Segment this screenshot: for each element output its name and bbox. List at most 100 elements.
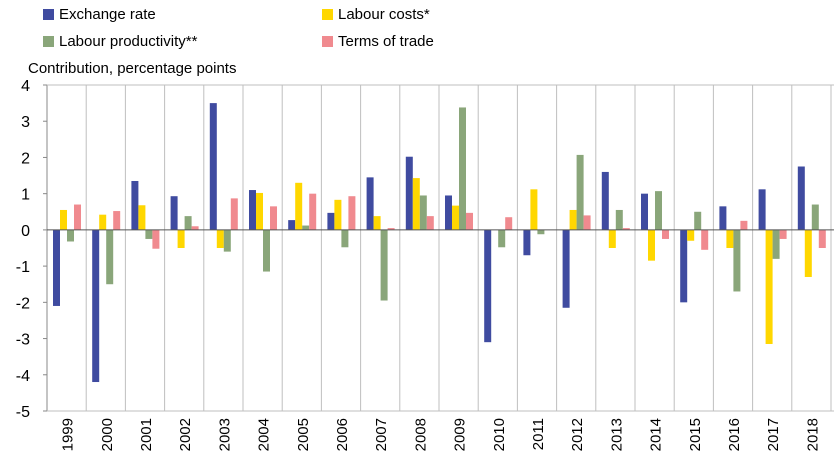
bar [92, 229, 100, 383]
bar [145, 229, 153, 239]
x-tick-label: 2006 [334, 418, 351, 451]
bar [249, 190, 256, 230]
bar [380, 229, 388, 301]
y-tick-label: -1 [16, 259, 30, 276]
bar [348, 196, 356, 230]
bar [106, 229, 114, 285]
x-tick-label: 2005 [295, 418, 312, 451]
bar [452, 205, 459, 230]
x-tick-label: 2012 [569, 418, 586, 451]
bar [740, 220, 748, 230]
x-tick-label: 2002 [177, 418, 194, 451]
y-tick-label: -3 [16, 332, 30, 349]
bar [184, 216, 192, 230]
x-tick-label: 2011 [530, 418, 547, 450]
y-tick-label: -5 [16, 404, 30, 421]
bar [288, 220, 296, 230]
chart-legend: Exchange rate Labour costs* Labour produ… [0, 0, 834, 60]
x-tick-label: 2015 [687, 418, 704, 451]
bar [804, 229, 812, 277]
bar [113, 211, 121, 230]
bar [576, 154, 584, 230]
bar [191, 226, 199, 230]
bar [270, 206, 277, 230]
bar [445, 195, 452, 230]
bar [295, 182, 303, 230]
x-tick-label: 2000 [99, 418, 116, 451]
bar [341, 229, 349, 248]
bar [505, 217, 513, 230]
x-tick-label: 2010 [491, 418, 508, 451]
bar [498, 229, 506, 248]
bar [405, 156, 413, 230]
bar [459, 107, 466, 230]
y-tick-label: -4 [16, 368, 30, 385]
legend-swatch-exchange-rate [43, 9, 54, 20]
bar [216, 229, 224, 248]
bar [569, 209, 577, 230]
bar [701, 229, 709, 250]
bar [170, 196, 178, 230]
y-tick-label: 2 [21, 150, 30, 167]
bar [138, 205, 146, 230]
bar [466, 212, 473, 230]
x-tick-label: 2013 [608, 418, 625, 451]
bar [223, 229, 231, 252]
bar [366, 177, 374, 230]
legend-label-labour-costs: Labour costs* [338, 6, 430, 23]
legend-item-labour-costs: Labour costs* [322, 6, 430, 23]
x-tick-label: 2014 [648, 418, 665, 451]
bar [733, 229, 741, 292]
bar [726, 229, 734, 248]
bar [60, 209, 67, 230]
x-tick-label: 2009 [452, 418, 469, 451]
bar [209, 103, 217, 230]
bar [334, 199, 342, 230]
bar [412, 178, 420, 230]
bar [818, 229, 826, 248]
bar [765, 229, 773, 344]
bar [622, 228, 630, 230]
bar [152, 229, 160, 249]
x-tick-label: 1999 [60, 418, 77, 451]
y-tick-label: 1 [21, 187, 30, 204]
bar [583, 215, 591, 230]
y-tick-label: -2 [16, 295, 30, 312]
y-tick-label: 0 [21, 223, 30, 240]
bar [419, 195, 427, 230]
bar [263, 229, 270, 272]
bar [719, 206, 727, 230]
bar [177, 229, 185, 248]
legend-swatch-labour-productivity [43, 36, 54, 47]
legend-swatch-labour-costs [322, 9, 333, 20]
bar [608, 229, 616, 248]
bar [641, 193, 648, 230]
legend-label-labour-productivity: Labour productivity** [59, 33, 198, 50]
bar [131, 180, 139, 230]
bar [758, 189, 766, 230]
y-axis-label: Contribution, percentage points [28, 60, 237, 77]
bar [772, 229, 780, 259]
bar [811, 204, 819, 230]
bar [484, 229, 492, 343]
x-tick-label: 2017 [765, 418, 782, 451]
bar [655, 191, 662, 230]
bar [53, 229, 60, 306]
bar [694, 211, 702, 230]
x-tick-label: 2008 [412, 418, 429, 451]
x-tick-label: 2001 [138, 418, 155, 451]
x-tick-label: 2004 [256, 418, 273, 451]
bar [302, 225, 310, 230]
bar [523, 229, 531, 256]
x-tick-label: 2007 [373, 418, 390, 451]
bar [373, 216, 381, 230]
x-tick-label: 2003 [216, 418, 233, 451]
bar [530, 189, 538, 230]
y-tick-label: 3 [21, 114, 30, 131]
bar [797, 166, 805, 230]
bar [687, 229, 695, 241]
bar [779, 229, 787, 239]
bar [256, 192, 263, 230]
bar [562, 229, 570, 308]
